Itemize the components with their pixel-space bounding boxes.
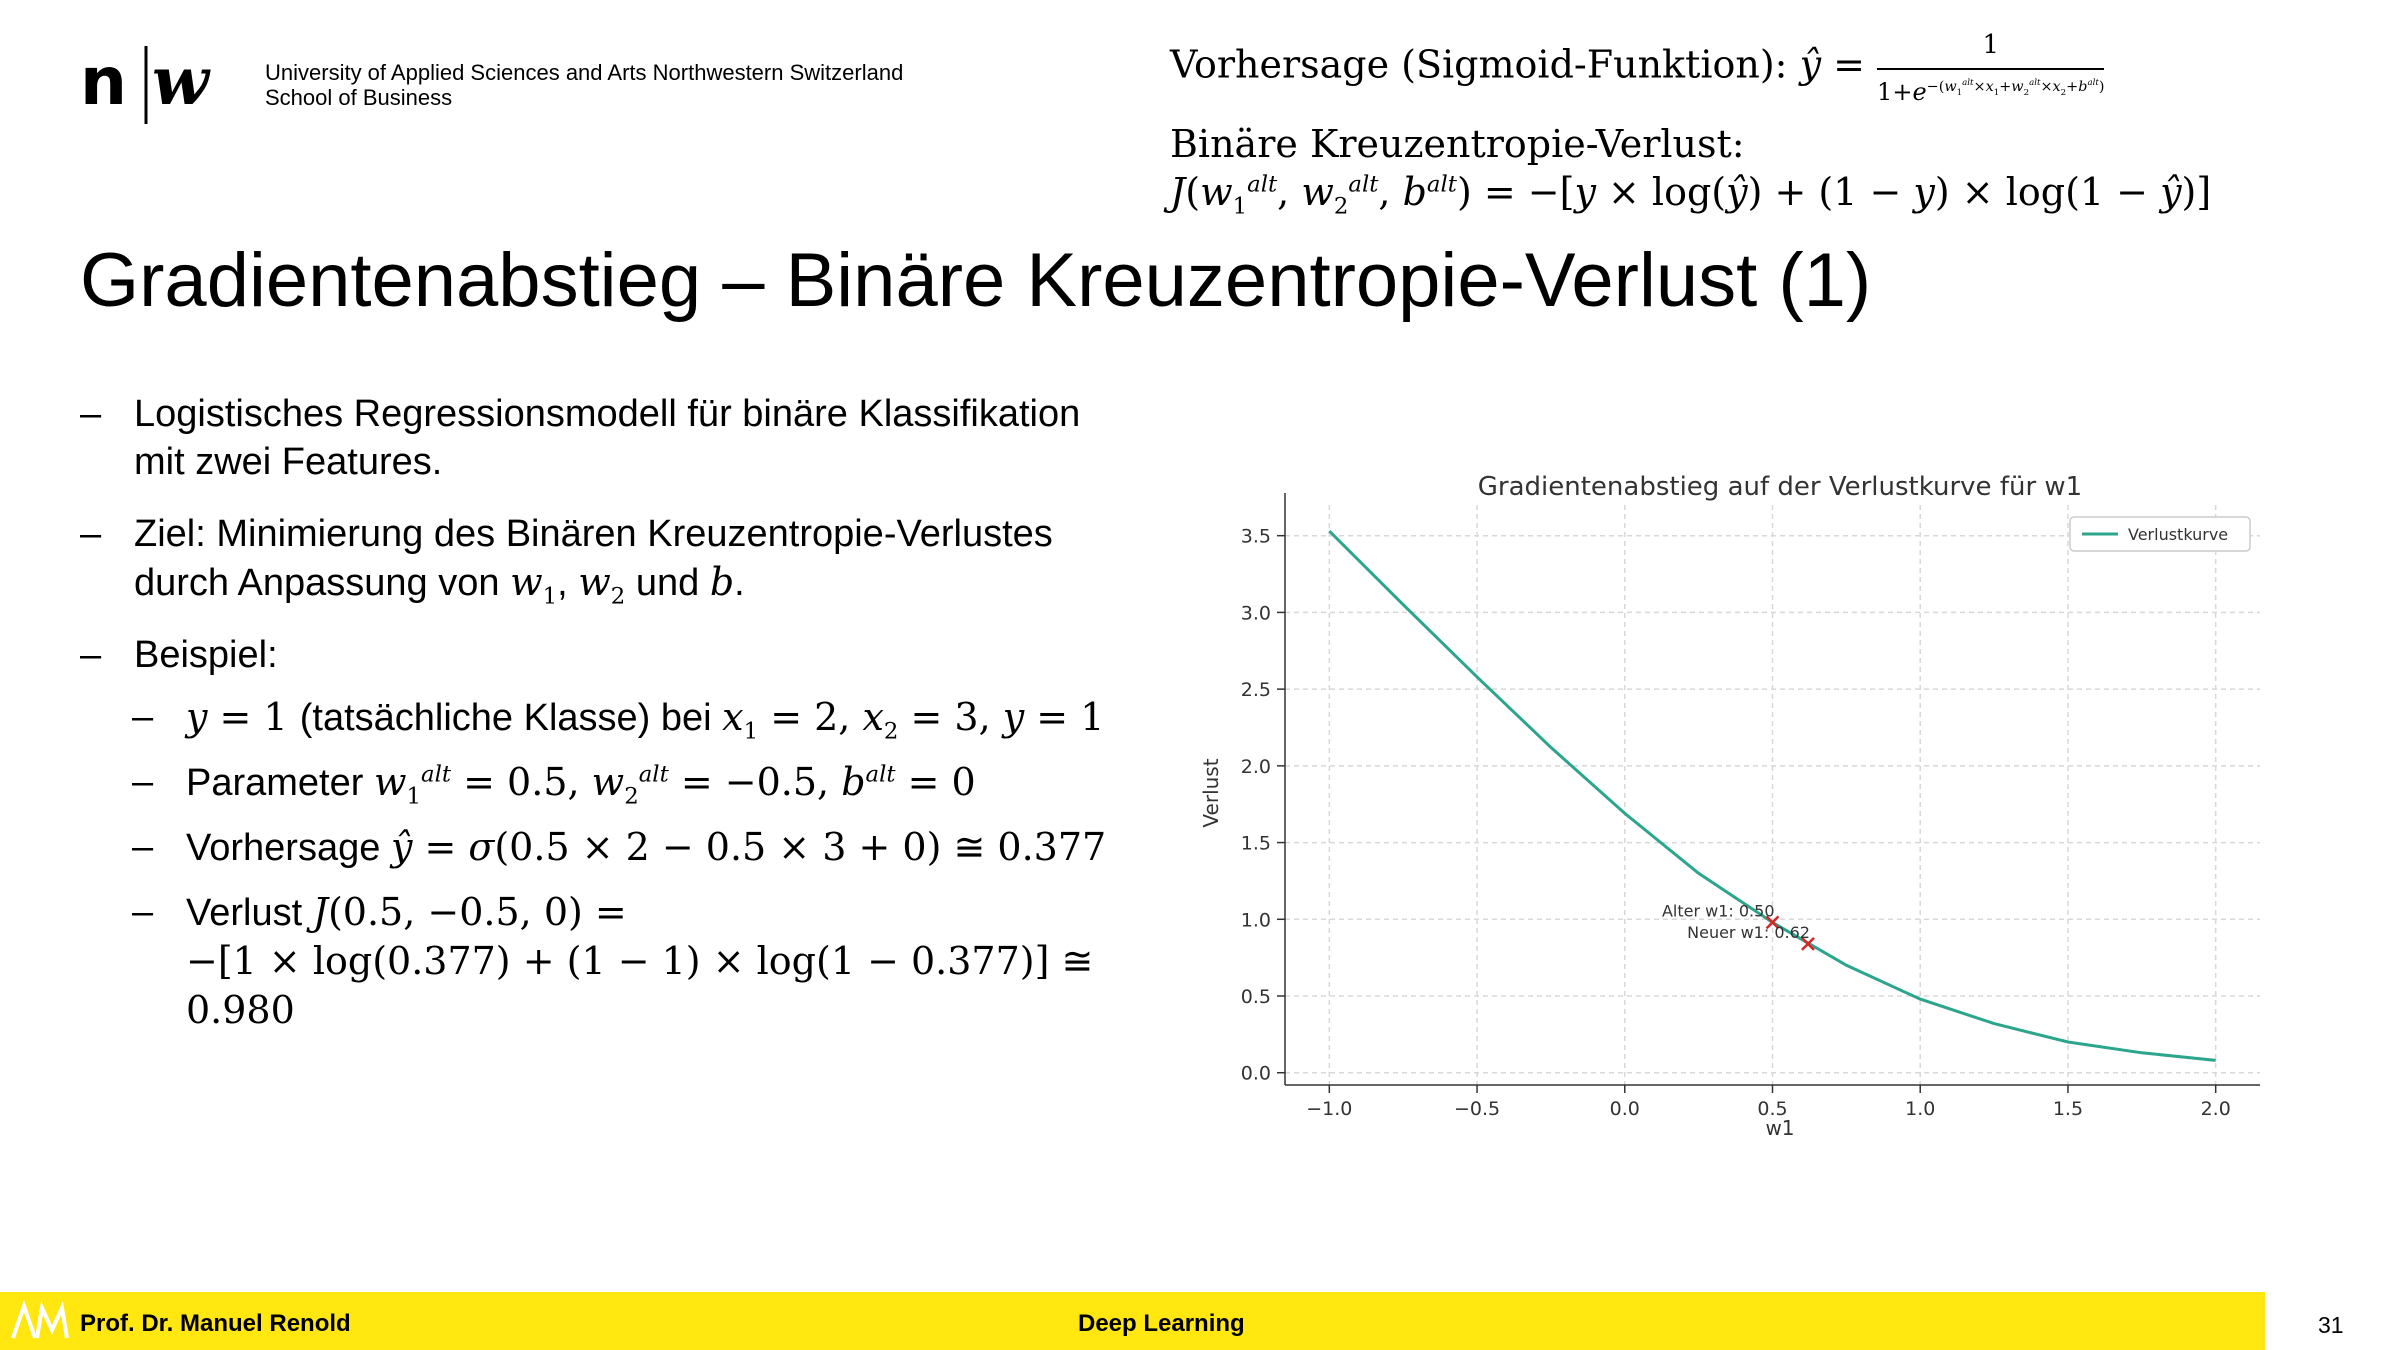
- fraction-numerator: 1: [1877, 30, 2105, 70]
- x-tick-label: −0.5: [1454, 1098, 1500, 1120]
- svg-text:w: w: [152, 42, 211, 120]
- chart-title: Gradientenabstieg auf der Verlustkurve f…: [1478, 472, 2082, 502]
- x-tick-label: 0.0: [1610, 1098, 1640, 1120]
- svg-text:n: n: [80, 43, 127, 120]
- legend-label: Verlustkurve: [2128, 525, 2228, 544]
- loss-curve-chart: Gradientenabstieg auf der Verlustkurve f…: [1199, 472, 2260, 1140]
- sub-bullet-prediction: – Vorhersage ŷ = σ(0.5 × 2 − 0.5 × 3 + 0…: [132, 825, 1107, 869]
- bullet-model: – Logistisches Regressionsmodell für bin…: [80, 393, 1081, 483]
- am-logo-icon: [11, 1300, 69, 1339]
- y-tick-label: 2.5: [1241, 679, 1271, 701]
- footer-course: Deep Learning: [1078, 1310, 1245, 1337]
- chart-legend: Verlustkurve: [2069, 516, 2251, 552]
- y-tick-label: 0.0: [1241, 1063, 1271, 1085]
- y-tick-label: 2.0: [1241, 756, 1271, 778]
- y-tick-label: 1.0: [1241, 909, 1271, 931]
- sub-bullet-loss: – Verlust J(0.5, −0.5, 0) = −[1 × log(0.…: [132, 890, 1094, 1032]
- x-tick-label: 1.5: [2053, 1098, 2083, 1120]
- annotation-label: Alter w1: 0.50: [1662, 901, 1775, 920]
- page-title: Gradientenabstieg – Binäre Kreuzentropie…: [80, 238, 1872, 323]
- university-line2: School of Business: [265, 85, 453, 110]
- marker-stroke: [1801, 936, 1815, 951]
- chart-axes: −1.0 −0.5 0.0 0.5 1.0 1.5 2.0 0.0 0.5 1.0 1.5 2.0 2.…: [1241, 493, 2260, 1120]
- y-tick-label: 3.0: [1241, 602, 1271, 624]
- x-tick-label: 0.5: [1757, 1098, 1787, 1120]
- x-axis-label: w1: [1765, 1116, 1794, 1140]
- y-tick-label: 3.5: [1241, 526, 1271, 548]
- marker-stroke: [1765, 915, 1780, 930]
- x-tick-label: −1.0: [1306, 1098, 1352, 1120]
- annotation-marker: [1765, 915, 1780, 930]
- chart-annotations: Alter w1: 0.50 Neuer w1: 0.62: [1662, 901, 1815, 951]
- footer-author: Prof. Dr. Manuel Renold: [80, 1310, 351, 1337]
- university-line1: University of Applied Sciences and Arts …: [265, 60, 904, 85]
- x-tick-label: 2.0: [2201, 1098, 2231, 1120]
- y-tick-label: 0.5: [1241, 986, 1271, 1008]
- formula-block: Vorhersage (Sigmoid-Funktion): ŷ = 1 1+e…: [1170, 30, 2370, 240]
- x-tick-label: 1.0: [1905, 1098, 1935, 1120]
- sigmoid-fraction: 1 1+e−(w1alt×x1+w2alt×x2+balt): [1877, 30, 2105, 106]
- annotation-marker: [1801, 936, 1815, 951]
- sub-bullet-parameters: – Parameter w1alt = 0.5, w2alt = −0.5, b…: [132, 760, 976, 810]
- y-axis-label: Verlust: [1199, 758, 1223, 827]
- fhnw-logo: n w: [80, 42, 211, 124]
- university-name: University of Applied Sciences and Arts …: [265, 60, 903, 110]
- loss-label: Binäre Kreuzentropie-Verlust:: [1170, 122, 1745, 166]
- bullet-example: – Beispiel:: [80, 634, 278, 676]
- prediction-label: Vorhersage (Sigmoid-Funktion):: [1170, 42, 1788, 87]
- bullet-list: – Logistisches Regressionsmodell für bin…: [80, 390, 1160, 1051]
- prediction-formula: Vorhersage (Sigmoid-Funktion): ŷ = 1 1+e…: [1170, 30, 2105, 106]
- chart-grid: [1285, 505, 2260, 1085]
- bullet-goal: – Ziel: Minimierung des Binären Kreuzent…: [80, 513, 1053, 610]
- y-tick-label: 1.5: [1241, 833, 1271, 855]
- annotation-label: Neuer w1: 0.62: [1687, 923, 1810, 942]
- page-number: 31: [2318, 1312, 2344, 1338]
- legend-box: [2069, 516, 2251, 552]
- sub-bullet-class: – y = 1 (tatsächliche Klasse) bei x1 = 2…: [132, 695, 1105, 745]
- loss-formula: J(w1alt, w2alt, balt) = −[y × log(ŷ) + (…: [1170, 170, 2212, 220]
- footer-bar: [0, 1292, 2265, 1350]
